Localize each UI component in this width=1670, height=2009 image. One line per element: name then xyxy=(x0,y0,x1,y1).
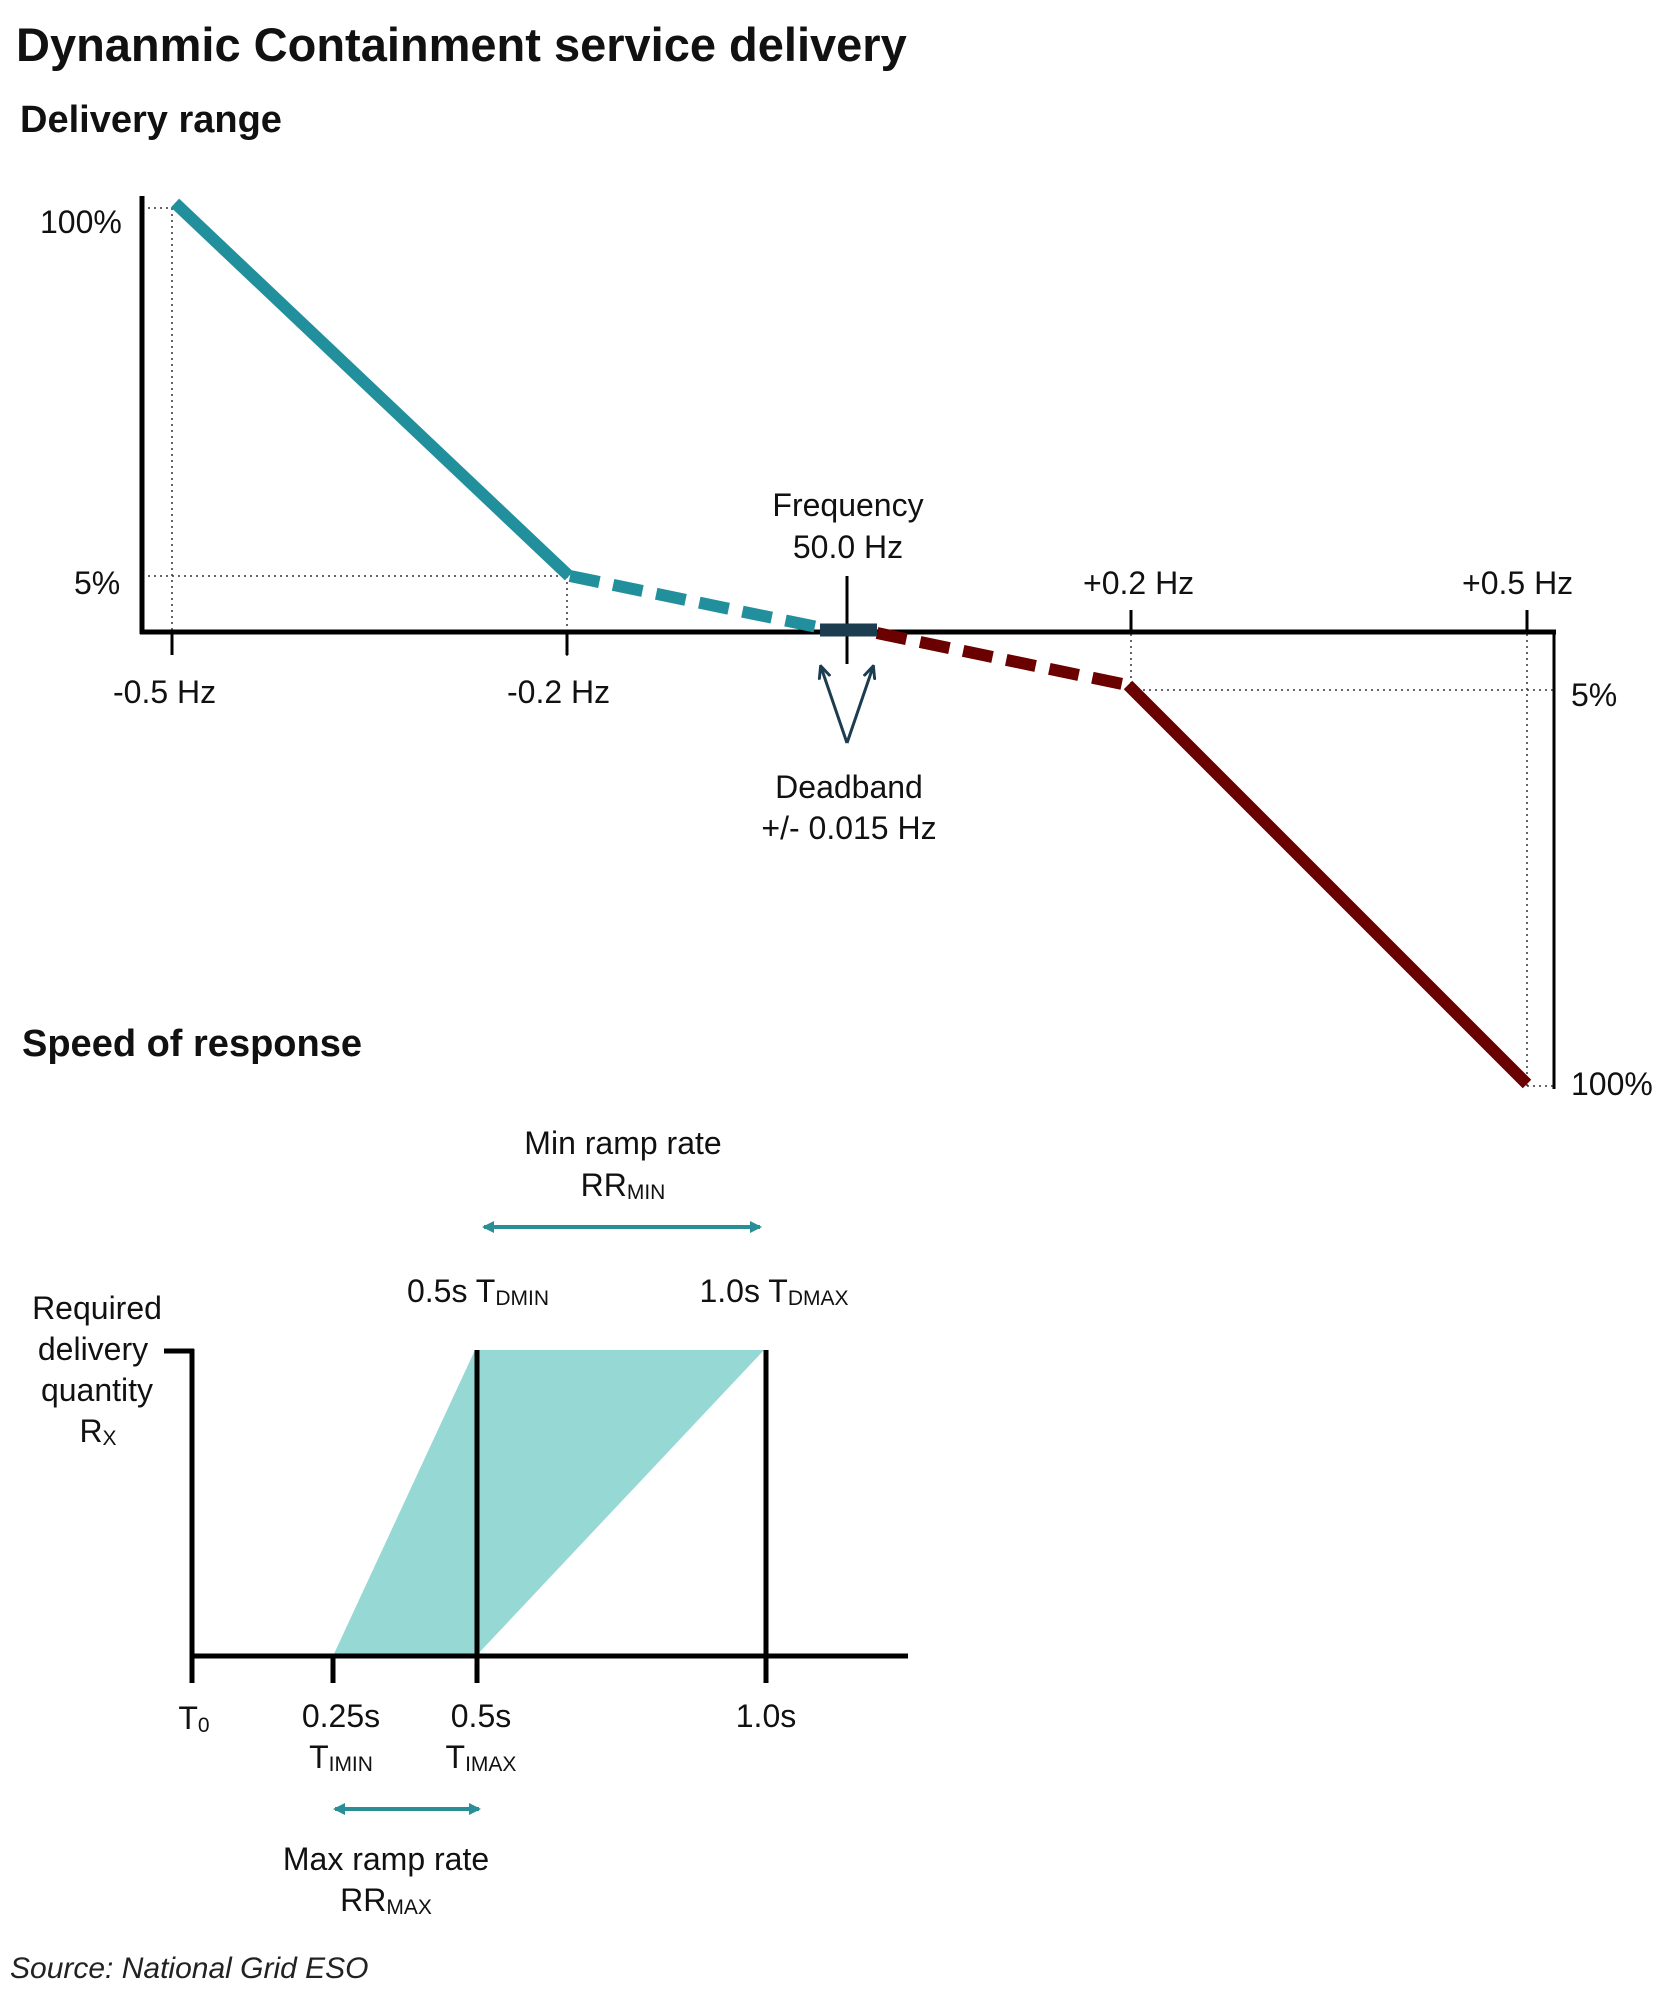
timin-time-label: 0.25s xyxy=(302,1698,380,1734)
min-ramp-label: Min ramp rate xyxy=(524,1125,721,1161)
timin-label: TIMIN xyxy=(309,1739,373,1776)
y-right-top-label: 5% xyxy=(1571,677,1617,713)
delivery-range-chart: 100% 5% -0.5 Hz -0.2 Hz +0.2 Hz +0.5 Hz … xyxy=(40,196,1653,1102)
axis-ticks xyxy=(170,576,1529,664)
t0-label: T0 xyxy=(178,1700,209,1737)
center-frequency-value: 50.0 Hz xyxy=(793,529,903,565)
max-ramp-label: Max ramp rate xyxy=(283,1841,489,1877)
tdmin-label: 0.5s TDMIN xyxy=(407,1273,549,1310)
y-label-line3: quantity xyxy=(41,1372,153,1408)
speed-of-response-heading: Speed of response xyxy=(22,1023,362,1065)
y-left-bottom-label: 5% xyxy=(74,565,120,601)
low-frequency-dashed-line xyxy=(568,570,824,634)
x-label-plus-0-2: +0.2 Hz xyxy=(1083,565,1194,601)
deadband-value: +/- 0.015 Hz xyxy=(761,810,936,846)
deadband-label: Deadband xyxy=(775,769,923,805)
timax-time-label: 0.5s xyxy=(451,1698,511,1734)
x-label-minus-0-5: -0.5 Hz xyxy=(113,674,216,710)
timax-label: TIMAX xyxy=(446,1739,517,1776)
deadband-arrows xyxy=(821,667,873,744)
max-ramp-rr: RRMAX xyxy=(340,1882,432,1919)
t-end-label: 1.0s xyxy=(736,1698,796,1734)
y-left-top-label: 100% xyxy=(40,204,122,240)
center-frequency-label: Frequency xyxy=(772,487,923,523)
delivery-envelope xyxy=(333,1350,764,1656)
speed-of-response-chart: Required delivery quantity RX Min ramp r… xyxy=(32,1125,908,1919)
x-label-plus-0-5: +0.5 Hz xyxy=(1462,565,1573,601)
high-frequency-dashed-line xyxy=(875,627,1129,691)
high-frequency-response-line xyxy=(1123,680,1532,1089)
page-title: Dynanmic Containment service delivery xyxy=(16,18,907,71)
y-label-line2: delivery xyxy=(38,1331,148,1367)
y-label-rx: RX xyxy=(79,1413,116,1450)
delivery-range-heading: Delivery range xyxy=(20,99,282,141)
tdmax-label: 1.0s TDMAX xyxy=(699,1273,848,1310)
low-frequency-response-line xyxy=(170,198,574,581)
y-right-bottom-label: 100% xyxy=(1571,1066,1653,1102)
x-label-minus-0-2: -0.2 Hz xyxy=(507,674,610,710)
source-note: Source: National Grid ESO xyxy=(10,1952,369,1985)
min-ramp-rr: RRMIN xyxy=(581,1167,666,1204)
y-label-line1: Required xyxy=(32,1290,162,1326)
